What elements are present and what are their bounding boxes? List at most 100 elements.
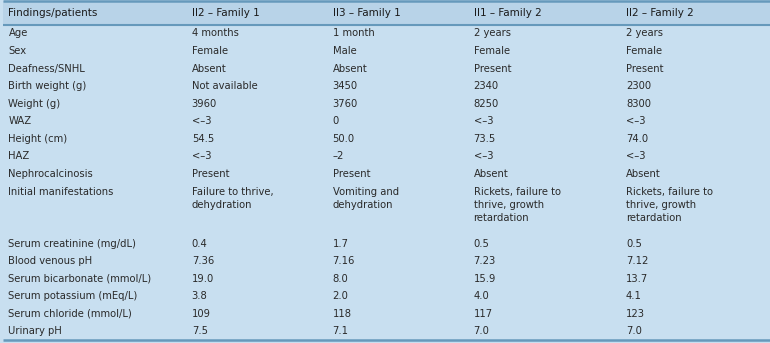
Text: 19.0: 19.0 <box>192 274 214 284</box>
Text: Present: Present <box>626 63 664 73</box>
Bar <box>3 235 770 252</box>
Text: WAZ: WAZ <box>8 116 32 126</box>
Text: 0.4: 0.4 <box>192 239 207 249</box>
Text: 1.7: 1.7 <box>333 239 349 249</box>
Text: Serum bicarbonate (mmol/L): Serum bicarbonate (mmol/L) <box>8 274 152 284</box>
Text: Present: Present <box>192 169 229 179</box>
Text: 2 years: 2 years <box>626 28 663 38</box>
Text: Absent: Absent <box>192 63 226 73</box>
Text: 3960: 3960 <box>192 99 217 109</box>
Text: Blood venous pH: Blood venous pH <box>8 256 92 266</box>
Bar <box>3 130 770 147</box>
Text: II1 – Family 2: II1 – Family 2 <box>474 8 541 17</box>
Text: 7.36: 7.36 <box>192 256 214 266</box>
Bar <box>3 1 770 25</box>
Text: <–3: <–3 <box>626 116 645 126</box>
Text: –2: –2 <box>333 151 344 162</box>
Bar <box>3 95 770 113</box>
Text: 4 months: 4 months <box>192 28 239 38</box>
Text: 74.0: 74.0 <box>626 134 648 144</box>
Text: 7.12: 7.12 <box>626 256 648 266</box>
Text: HAZ: HAZ <box>8 151 30 162</box>
Text: Age: Age <box>8 28 28 38</box>
Text: 54.5: 54.5 <box>192 134 214 144</box>
Bar <box>3 147 770 165</box>
Text: 3.8: 3.8 <box>192 291 207 301</box>
Text: Serum chloride (mmol/L): Serum chloride (mmol/L) <box>8 309 132 319</box>
Text: 117: 117 <box>474 309 493 319</box>
Text: 7.1: 7.1 <box>333 327 349 336</box>
Text: Urinary pH: Urinary pH <box>8 327 62 336</box>
Text: 7.5: 7.5 <box>192 327 208 336</box>
Bar <box>3 183 770 228</box>
Text: Serum creatinine (mg/dL): Serum creatinine (mg/dL) <box>8 239 136 249</box>
Text: 1 month: 1 month <box>333 28 374 38</box>
Bar <box>3 165 770 183</box>
Text: 73.5: 73.5 <box>474 134 496 144</box>
Text: 0.5: 0.5 <box>626 239 642 249</box>
Text: 7.0: 7.0 <box>626 327 642 336</box>
Text: 7.23: 7.23 <box>474 256 496 266</box>
Text: II2 – Family 1: II2 – Family 1 <box>192 8 259 17</box>
Bar <box>3 25 770 42</box>
Text: Nephrocalcinosis: Nephrocalcinosis <box>8 169 93 179</box>
Text: <–3: <–3 <box>474 151 493 162</box>
Text: 8.0: 8.0 <box>333 274 348 284</box>
Text: Female: Female <box>626 46 662 56</box>
Text: Present: Present <box>333 169 370 179</box>
Text: 4.0: 4.0 <box>474 291 489 301</box>
Text: 50.0: 50.0 <box>333 134 355 144</box>
Text: 109: 109 <box>192 309 211 319</box>
Text: Absent: Absent <box>626 169 661 179</box>
Text: 8300: 8300 <box>626 99 651 109</box>
Text: Sex: Sex <box>8 46 27 56</box>
Text: 3760: 3760 <box>333 99 358 109</box>
Bar <box>3 252 770 270</box>
Text: Absent: Absent <box>474 169 508 179</box>
Bar <box>3 287 770 305</box>
Text: 8250: 8250 <box>474 99 499 109</box>
Text: Not available: Not available <box>192 81 257 91</box>
Bar <box>3 270 770 287</box>
Text: 3450: 3450 <box>333 81 358 91</box>
Bar <box>3 113 770 130</box>
Text: Rickets, failure to
thrive, growth
retardation: Rickets, failure to thrive, growth retar… <box>474 187 561 223</box>
Text: 15.9: 15.9 <box>474 274 496 284</box>
Text: Serum potassium (mEq/L): Serum potassium (mEq/L) <box>8 291 138 301</box>
Text: 0.5: 0.5 <box>474 239 490 249</box>
Text: Absent: Absent <box>333 63 367 73</box>
Text: 13.7: 13.7 <box>626 274 648 284</box>
Bar <box>3 42 770 60</box>
Text: <–3: <–3 <box>192 151 211 162</box>
Text: 2 years: 2 years <box>474 28 511 38</box>
Text: 123: 123 <box>626 309 645 319</box>
Text: Present: Present <box>474 63 511 73</box>
Text: <–3: <–3 <box>474 116 493 126</box>
Text: 118: 118 <box>333 309 352 319</box>
Text: Findings/patients: Findings/patients <box>8 8 98 17</box>
Text: 0: 0 <box>333 116 339 126</box>
Text: 2300: 2300 <box>626 81 651 91</box>
Text: Birth weight (g): Birth weight (g) <box>8 81 87 91</box>
Text: 7.0: 7.0 <box>474 327 490 336</box>
Bar <box>3 228 770 235</box>
Text: 4.1: 4.1 <box>626 291 642 301</box>
Text: <–3: <–3 <box>192 116 211 126</box>
Text: 2340: 2340 <box>474 81 499 91</box>
Text: Height (cm): Height (cm) <box>8 134 68 144</box>
Text: Deafness/SNHL: Deafness/SNHL <box>8 63 85 73</box>
Text: Weight (g): Weight (g) <box>8 99 61 109</box>
Text: Female: Female <box>474 46 510 56</box>
Text: Female: Female <box>192 46 228 56</box>
Text: II3 – Family 1: II3 – Family 1 <box>333 8 400 17</box>
Text: II2 – Family 2: II2 – Family 2 <box>626 8 694 17</box>
Bar <box>3 305 770 323</box>
Text: Rickets, failure to
thrive, growth
retardation: Rickets, failure to thrive, growth retar… <box>626 187 713 223</box>
Text: Initial manifestations: Initial manifestations <box>8 187 114 197</box>
Text: 2.0: 2.0 <box>333 291 349 301</box>
Bar <box>3 77 770 95</box>
Text: 7.16: 7.16 <box>333 256 355 266</box>
Text: Vomiting and
dehydration: Vomiting and dehydration <box>333 187 399 210</box>
Bar <box>3 60 770 77</box>
Text: <–3: <–3 <box>626 151 645 162</box>
